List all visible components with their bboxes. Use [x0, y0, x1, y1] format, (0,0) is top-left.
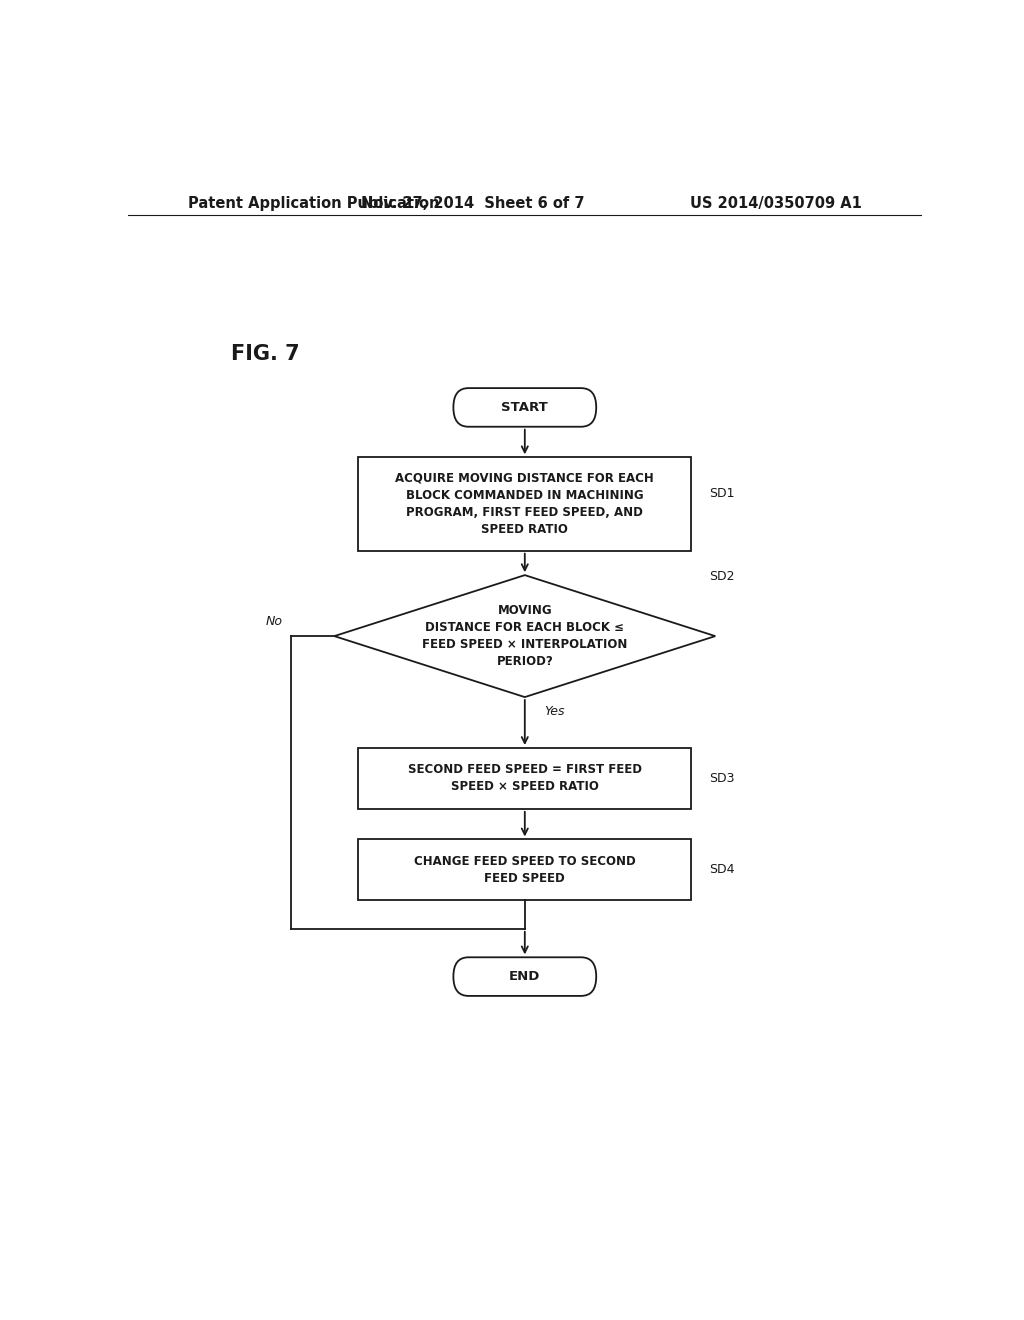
Polygon shape	[334, 576, 715, 697]
FancyBboxPatch shape	[454, 957, 596, 995]
FancyBboxPatch shape	[454, 388, 596, 426]
Bar	[358, 457, 691, 550]
Bar	[358, 840, 691, 900]
Text: SD2: SD2	[709, 570, 734, 583]
Text: MOVING
DISTANCE FOR EACH BLOCK ≤
FEED SPEED × INTERPOLATION
PERIOD?: MOVING DISTANCE FOR EACH BLOCK ≤ FEED SP…	[422, 605, 628, 668]
Text: Nov. 27, 2014  Sheet 6 of 7: Nov. 27, 2014 Sheet 6 of 7	[361, 195, 585, 211]
Text: Yes: Yes	[545, 705, 565, 718]
Text: FIG. 7: FIG. 7	[231, 343, 300, 363]
Text: SECOND FEED SPEED = FIRST FEED
SPEED × SPEED RATIO: SECOND FEED SPEED = FIRST FEED SPEED × S…	[408, 763, 642, 793]
Bar	[358, 748, 691, 809]
Text: CHANGE FEED SPEED TO SECOND
FEED SPEED: CHANGE FEED SPEED TO SECOND FEED SPEED	[414, 855, 636, 884]
Text: Patent Application Publication: Patent Application Publication	[187, 195, 439, 211]
Text: SD1: SD1	[709, 487, 734, 500]
Text: END: END	[509, 970, 541, 983]
Text: SD4: SD4	[709, 863, 734, 876]
Text: SD3: SD3	[709, 772, 734, 785]
Text: No: No	[266, 615, 283, 628]
Text: ACQUIRE MOVING DISTANCE FOR EACH
BLOCK COMMANDED IN MACHINING
PROGRAM, FIRST FEE: ACQUIRE MOVING DISTANCE FOR EACH BLOCK C…	[395, 473, 654, 536]
Text: US 2014/0350709 A1: US 2014/0350709 A1	[690, 195, 862, 211]
Text: START: START	[502, 401, 548, 414]
